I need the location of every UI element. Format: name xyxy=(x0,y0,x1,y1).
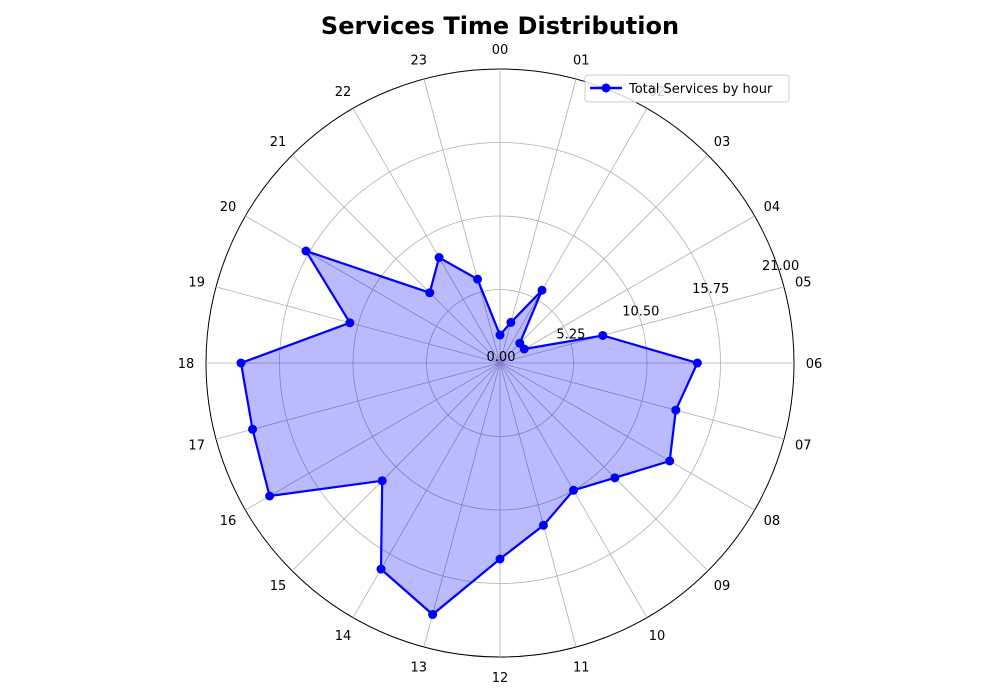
hour-tick-label: 08 xyxy=(764,514,781,529)
series-area xyxy=(241,251,698,615)
hour-tick-label: 22 xyxy=(335,85,352,100)
chart-title: Services Time Distribution xyxy=(321,12,679,40)
hour-tick-label: 10 xyxy=(649,629,666,644)
legend-label: Total Services by hour xyxy=(628,82,773,97)
grid-spoke xyxy=(423,362,501,648)
grid-spoke xyxy=(499,362,577,648)
data-point xyxy=(665,456,675,466)
data-point xyxy=(519,344,529,354)
grid-spoke xyxy=(499,362,785,440)
data-point xyxy=(265,491,275,501)
legend: Total Services by hour xyxy=(584,74,790,103)
grid-spoke xyxy=(499,108,648,364)
data-point xyxy=(473,274,483,284)
legend-marker-swatch xyxy=(601,83,611,93)
data-point xyxy=(248,424,258,434)
hour-tick-label: 13 xyxy=(410,660,427,675)
hour-tick-label: 14 xyxy=(335,629,352,644)
data-point xyxy=(495,554,505,564)
data-point xyxy=(506,317,516,327)
data-point xyxy=(538,520,548,530)
hour-tick-label: 23 xyxy=(410,54,427,69)
grid-spoke xyxy=(215,362,501,440)
grid-spoke xyxy=(499,362,709,572)
grid-spoke xyxy=(245,215,501,364)
data-point xyxy=(425,288,435,298)
grid-spoke xyxy=(291,154,501,364)
radial-tick-label: 0.00 xyxy=(487,350,516,365)
hour-tick-label: 19 xyxy=(188,276,205,291)
hour-tick-label: 18 xyxy=(178,357,195,372)
hour-tick-label: 09 xyxy=(714,579,731,594)
radial-tick-label: 21.00 xyxy=(762,259,799,274)
hour-tick-label: 06 xyxy=(806,357,823,372)
data-point xyxy=(598,330,608,340)
hour-tick-label: 05 xyxy=(795,276,812,291)
hour-tick-label: 16 xyxy=(220,514,237,529)
radial-tick-label: 5.25 xyxy=(556,327,585,342)
hour-tick-label: 11 xyxy=(573,660,590,675)
hour-tick-label: 03 xyxy=(714,135,731,150)
hour-tick-label: 12 xyxy=(492,671,509,686)
hour-tick-label: 21 xyxy=(270,135,287,150)
data-point xyxy=(692,358,702,368)
data-point xyxy=(376,564,386,574)
data-point xyxy=(537,285,547,295)
grid-spoke xyxy=(352,108,501,364)
data-point xyxy=(428,610,438,620)
legend-box xyxy=(584,74,790,103)
grid-spoke xyxy=(499,78,577,364)
grid-spoke xyxy=(352,362,501,618)
hour-tick-label: 20 xyxy=(220,200,237,215)
radial-tick-label: 15.75 xyxy=(692,282,729,297)
radial-labels: 0.00 5.25 10.50 15.75 21.00 xyxy=(487,259,800,365)
data-point xyxy=(610,473,620,483)
grid-spoke xyxy=(291,362,501,572)
data-point xyxy=(236,358,246,368)
data-point xyxy=(671,405,681,415)
hour-labels: 0001020304050607080910111213141516171819… xyxy=(178,43,823,686)
grid-spoke xyxy=(423,78,501,364)
data-point xyxy=(434,253,444,263)
hour-tick-label: 15 xyxy=(270,579,287,594)
hour-tick-label: 17 xyxy=(188,438,205,453)
grid-spoke xyxy=(245,362,501,511)
grid-spoke xyxy=(215,286,501,364)
series-layer xyxy=(236,246,702,620)
hour-tick-label: 01 xyxy=(573,54,590,69)
grid xyxy=(205,68,795,658)
hour-tick-label: 00 xyxy=(492,43,509,58)
hour-tick-label: 04 xyxy=(764,200,781,215)
grid-spoke xyxy=(499,362,755,511)
data-point xyxy=(377,476,387,486)
data-point xyxy=(301,246,311,256)
grid-spoke xyxy=(499,215,755,364)
data-point xyxy=(569,485,578,495)
data-point xyxy=(345,318,355,328)
grid-spoke xyxy=(499,286,785,364)
hour-tick-label: 07 xyxy=(795,438,812,453)
data-point xyxy=(495,330,505,340)
grid-spoke xyxy=(499,154,709,364)
radial-tick-label: 10.50 xyxy=(622,305,659,320)
